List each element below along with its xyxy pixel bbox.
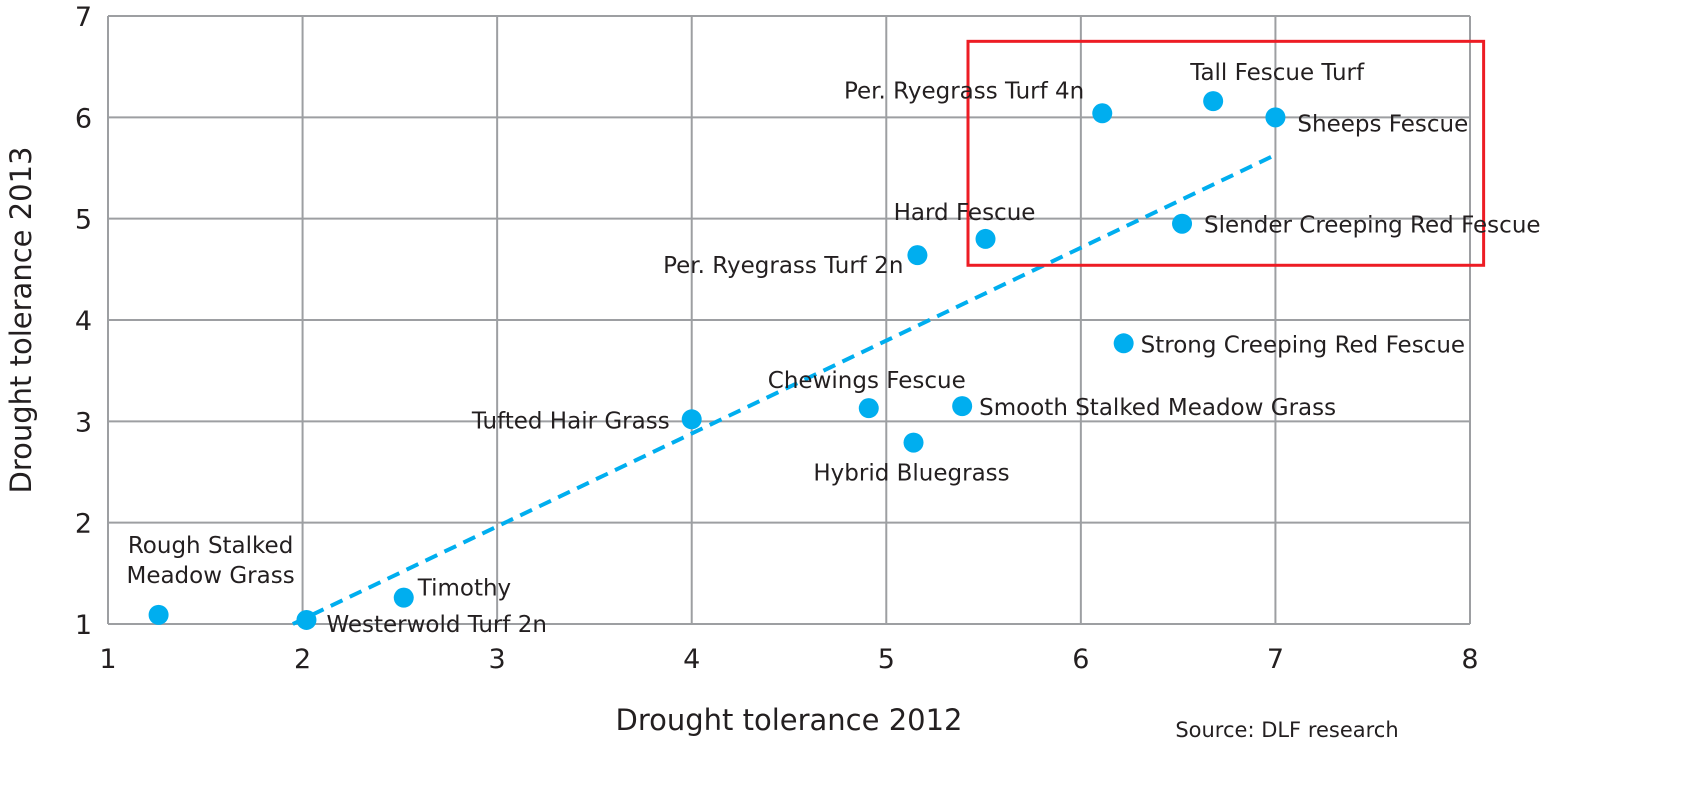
data-point	[1113, 333, 1134, 354]
data-point	[296, 609, 317, 630]
point-label: Tall Fescue Turf	[1189, 60, 1365, 86]
points-group: Rough Stalked Meadow Grass Westerwold Turf…	[126, 60, 1540, 638]
trendline	[291, 153, 1277, 626]
x-tick-label: 2	[294, 644, 311, 675]
y-tick-label: 3	[75, 407, 92, 438]
trendline-group	[291, 153, 1277, 626]
x-tick-label: 4	[683, 644, 700, 675]
x-tick-label: 5	[878, 644, 895, 675]
data-point	[1172, 213, 1193, 234]
source-note: Source: DLF research	[1175, 718, 1398, 742]
grid	[107, 15, 1471, 625]
data-point	[681, 409, 702, 430]
point-label: Strong Creeping Red Fescue	[1141, 332, 1465, 358]
data-point	[148, 604, 169, 625]
y-tick-label: 5	[75, 205, 92, 236]
point-label: Slender Creeping Red Fescue	[1204, 213, 1541, 239]
data-point	[393, 587, 414, 608]
highlight-box	[966, 39, 1486, 267]
x-tick-label: 7	[1267, 644, 1284, 675]
x-tick-label: 8	[1461, 644, 1478, 675]
x-tick-label: 1	[99, 644, 116, 675]
data-point	[1203, 91, 1224, 112]
point-label: Sheeps Fescue	[1297, 111, 1468, 137]
point-label: Timothy	[417, 576, 511, 602]
point-label: Hybrid Bluegrass	[813, 461, 1009, 487]
point-label: Tufted Hair Grass	[471, 408, 670, 434]
data-point	[858, 398, 879, 419]
y-tick-label: 6	[75, 103, 92, 134]
point-label: Per. Ryegrass Turf 2n	[663, 253, 903, 279]
y-tick-label: 2	[75, 509, 92, 540]
y-tick-label: 4	[75, 306, 92, 337]
x-tick-label: 3	[489, 644, 506, 675]
data-point	[907, 245, 928, 266]
y-tick-label: 1	[75, 610, 92, 641]
point-label: Chewings Fescue	[768, 368, 966, 394]
data-point	[975, 228, 996, 249]
ticks-group: 1 2 3 4 5 6 7 8 1 2 3 4 5 6 7	[75, 2, 1479, 675]
point-label: Smooth Stalked Meadow Grass	[979, 395, 1336, 421]
data-point	[1265, 107, 1286, 128]
data-point	[1092, 103, 1113, 124]
y-axis-title: Drought tolerance 2013	[4, 146, 38, 493]
point-label: Westerwold Turf 2n	[326, 612, 547, 638]
x-tick-label: 6	[1072, 644, 1089, 675]
data-point	[952, 396, 973, 417]
y-tick-label: 7	[75, 2, 92, 33]
point-label: Meadow Grass	[126, 563, 294, 589]
point-label: Rough Stalked	[128, 533, 293, 559]
highlight-box-group	[966, 39, 1486, 267]
data-point	[903, 432, 924, 453]
point-label: Per. Ryegrass Turf 4n	[844, 78, 1084, 104]
x-axis-title: Drought tolerance 2012	[615, 703, 962, 737]
point-label: Hard Fescue	[894, 200, 1036, 226]
